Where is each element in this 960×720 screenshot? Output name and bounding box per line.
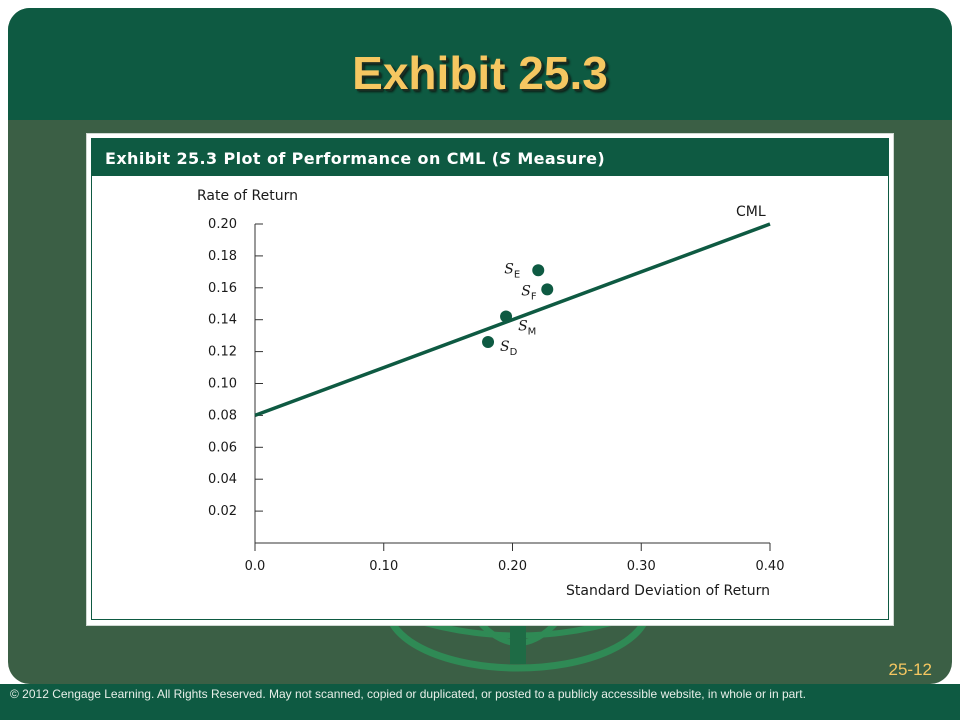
data-point-d: [482, 336, 495, 349]
y-tick-label: 0.12: [208, 345, 237, 360]
x-tick-label: 0.0: [245, 559, 266, 574]
cml-chart: 0.02 0.04 0.06 0.08 0.10 0.12 0.14 0.16 0.18 0.20…: [197, 188, 785, 599]
exhibit-header: Exhibit 25.3 Plot of Performance on CML …: [91, 138, 889, 176]
point-label-subscript: M: [528, 327, 537, 338]
x-tick-label: 0.10: [369, 559, 398, 574]
x-tick-label: 0.30: [627, 559, 656, 574]
exhibit-title-end: Measure): [511, 149, 606, 168]
point-label-main: S: [504, 261, 514, 277]
page-number: 25-12: [888, 660, 932, 679]
y-tick-label: 0.10: [208, 377, 237, 392]
footer-bar: © 2012 Cengage Learning. All Rights Rese…: [0, 684, 960, 720]
y-axis-title: Rate of Return: [197, 188, 298, 204]
y-tick-label: 0.06: [208, 440, 237, 455]
copyright-notice: © 2012 Cengage Learning. All Rights Rese…: [10, 687, 806, 701]
y-tick-label: 0.08: [208, 408, 237, 423]
point-label-subscript: E: [514, 269, 520, 280]
cml-line: [254, 222, 771, 418]
point-label-main: S: [521, 283, 531, 299]
exhibit-panel: Exhibit 25.3 Plot of Performance on CML …: [86, 133, 894, 626]
y-tick-label: 0.16: [208, 281, 237, 296]
point-label-m: SM: [518, 319, 536, 338]
point-label-subscript: D: [510, 347, 518, 358]
point-label-main: S: [518, 319, 528, 335]
data-point-m: [500, 310, 513, 323]
y-tick-label: 0.02: [208, 504, 237, 519]
exhibit-title: Exhibit 25.3 Plot of Performance on CML …: [105, 149, 605, 168]
point-label-main: S: [500, 339, 510, 355]
point-label-d: SD: [500, 339, 518, 358]
y-tick-label: 0.14: [208, 313, 237, 328]
cml-label: CML: [736, 204, 766, 220]
y-tick-label: 0.04: [208, 472, 237, 487]
y-axis: 0.02 0.04 0.06 0.08 0.10 0.12 0.14 0.16 0.18 0.20: [208, 217, 263, 549]
exhibit-title-main: Exhibit 25.3 Plot of Performance on CML …: [105, 149, 500, 168]
slide-title: Exhibit 25.3: [352, 47, 608, 99]
x-axis-title: Standard Deviation of Return: [566, 583, 770, 599]
x-axis: 0.0 0.10 0.20 0.30 0.40: [245, 542, 785, 574]
y-tick-label: 0.20: [208, 217, 237, 232]
exhibit-title-italic: S: [499, 149, 512, 168]
point-label-f: SF: [521, 283, 537, 302]
data-point-f: [541, 283, 554, 296]
point-label-e: SE: [504, 261, 520, 280]
x-tick-label: 0.40: [756, 559, 785, 574]
point-label-subscript: F: [531, 291, 537, 302]
title-band: Exhibit 25.3: [8, 8, 952, 120]
x-tick-label: 0.20: [498, 559, 527, 574]
chart-frame: [91, 176, 889, 620]
data-point-e: [532, 264, 545, 277]
y-tick-label: 0.18: [208, 249, 237, 264]
